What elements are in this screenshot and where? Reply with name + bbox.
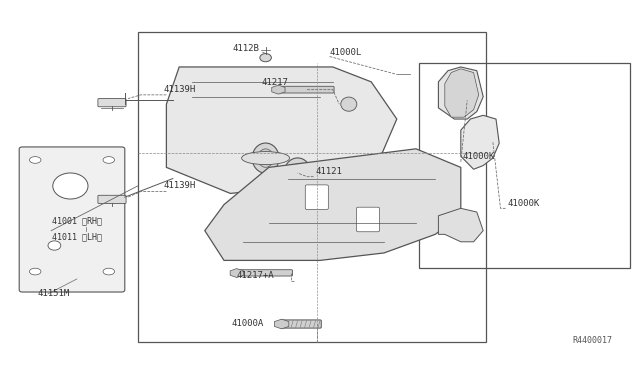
Text: 41000K: 41000K	[508, 199, 540, 208]
Ellipse shape	[341, 97, 357, 111]
Ellipse shape	[103, 268, 115, 275]
Polygon shape	[438, 208, 483, 242]
FancyBboxPatch shape	[98, 195, 126, 203]
Ellipse shape	[29, 268, 41, 275]
Text: 41139H: 41139H	[163, 182, 195, 190]
Bar	[419, 63, 630, 268]
Text: 41011 〈LH〉: 41011 〈LH〉	[52, 233, 102, 242]
Text: 41217: 41217	[261, 78, 288, 87]
Ellipse shape	[290, 164, 305, 182]
Ellipse shape	[252, 143, 279, 173]
Ellipse shape	[260, 54, 271, 62]
FancyBboxPatch shape	[305, 185, 328, 209]
Text: 41217+A: 41217+A	[237, 271, 275, 280]
FancyBboxPatch shape	[236, 270, 292, 276]
Polygon shape	[205, 149, 461, 260]
Ellipse shape	[103, 157, 115, 163]
Ellipse shape	[316, 173, 343, 203]
Ellipse shape	[53, 173, 88, 199]
Ellipse shape	[241, 152, 289, 165]
Ellipse shape	[274, 167, 322, 179]
FancyBboxPatch shape	[356, 207, 380, 232]
Ellipse shape	[306, 182, 354, 195]
Ellipse shape	[48, 241, 61, 250]
Text: 41000K: 41000K	[462, 152, 494, 161]
Text: 4112B: 4112B	[232, 44, 259, 53]
FancyBboxPatch shape	[277, 86, 334, 93]
FancyBboxPatch shape	[19, 147, 125, 292]
Text: R4400017: R4400017	[573, 336, 613, 345]
Text: 41001 〈RH〉: 41001 〈RH〉	[52, 216, 102, 225]
Text: 41000A: 41000A	[232, 319, 264, 328]
Polygon shape	[445, 69, 479, 117]
Polygon shape	[461, 115, 499, 169]
Ellipse shape	[258, 149, 273, 167]
Polygon shape	[166, 67, 397, 193]
Text: 41139H: 41139H	[163, 85, 195, 94]
FancyBboxPatch shape	[280, 320, 321, 328]
Polygon shape	[438, 67, 483, 119]
Ellipse shape	[29, 157, 41, 163]
Ellipse shape	[322, 179, 337, 197]
Text: 41000L: 41000L	[330, 48, 362, 57]
FancyBboxPatch shape	[98, 99, 126, 107]
Ellipse shape	[284, 158, 311, 188]
Text: 41121: 41121	[316, 167, 342, 176]
Bar	[138, 32, 486, 342]
Text: 41151M: 41151M	[37, 289, 69, 298]
